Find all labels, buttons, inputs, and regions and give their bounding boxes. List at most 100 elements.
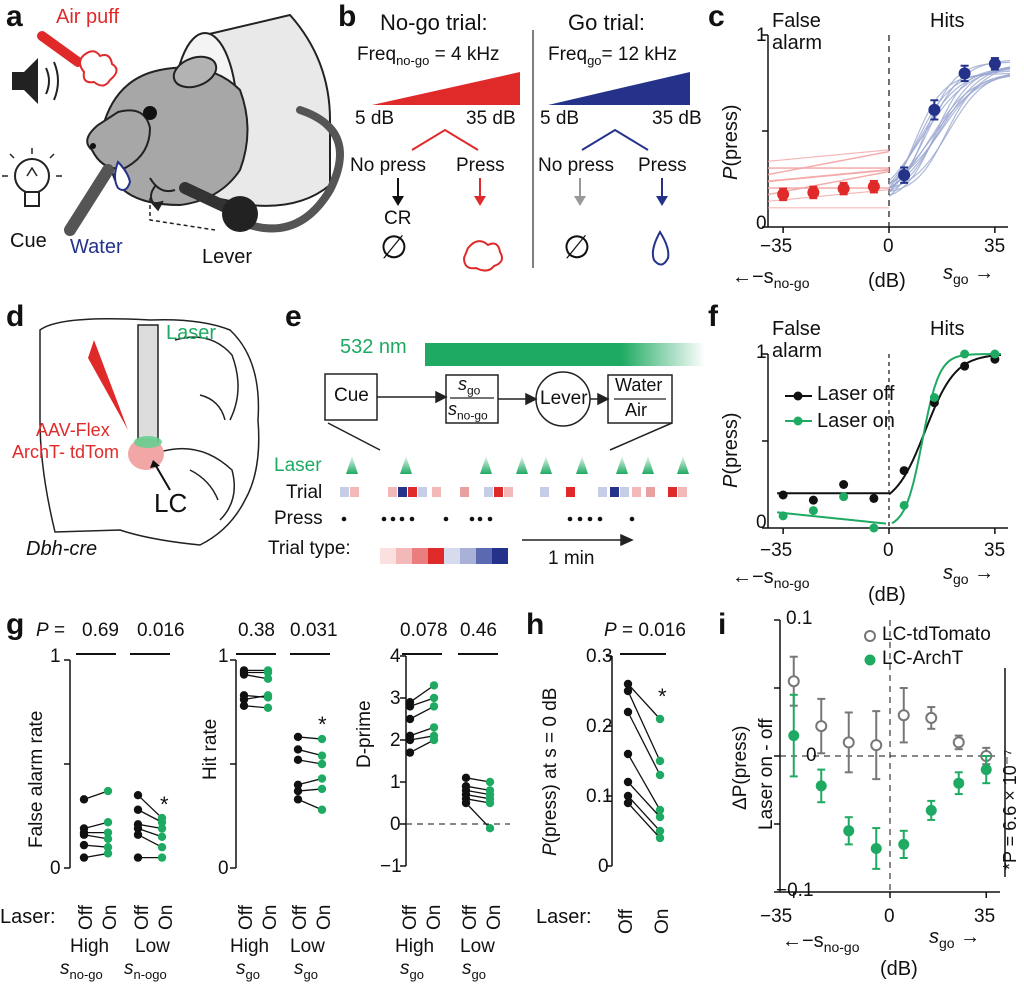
g3-p-low: 0.46 (460, 620, 497, 641)
chart-g3 (400, 653, 510, 867)
null-symbol-go: ∅ (563, 229, 591, 265)
h-point-on (655, 714, 665, 724)
c-xtick-35: 35 (984, 236, 1006, 257)
g1-group-high: High (70, 936, 110, 957)
chart-g1-point-on (103, 828, 113, 837)
chart-g1-point-off (133, 824, 143, 833)
chart-g3-pair-line (409, 684, 435, 703)
press-dot (597, 516, 603, 522)
chart-g3-point-on (429, 723, 439, 732)
water-label: Water (70, 236, 123, 258)
chart-g3-point-on (429, 702, 439, 711)
laser-pulse-icon (540, 456, 552, 474)
g2-var-low: sgo (294, 958, 318, 982)
trial-type-swatch (444, 548, 460, 564)
trial-type-swatch (492, 548, 508, 564)
h-star: * (658, 684, 667, 709)
nogo-db-low: 5 dB (355, 108, 395, 129)
press-dot (341, 516, 347, 522)
f-point (869, 523, 879, 533)
trial-marker (398, 487, 407, 497)
g2-star: * (318, 712, 327, 737)
trial-type-swatch (428, 548, 444, 564)
chart-g1-point-on (103, 834, 113, 844)
e-scale: 1 min (548, 548, 595, 569)
e-cue: Cue (334, 385, 369, 406)
trial-marker (418, 487, 427, 497)
i-xtick-0: 0 (884, 906, 895, 927)
panel-e-graphics (324, 343, 705, 564)
c-false-alarm-1: False (772, 10, 821, 32)
c-xtick-0: 0 (883, 236, 894, 257)
g1-group-low: Low (135, 936, 170, 957)
h-off: Off (616, 909, 637, 934)
panel-label-d: d (6, 300, 25, 333)
trial-type-swatch (396, 548, 412, 564)
laser-pulse-icon (616, 456, 628, 474)
e-water: Water (615, 375, 663, 395)
panel-label-b: b (338, 0, 357, 33)
g2-ytick-0: 0 (218, 858, 229, 879)
i-point-archt (980, 764, 992, 776)
chart-g1-point-on (157, 832, 167, 841)
g1-low-on: On (156, 904, 177, 930)
c-fit-nogo (767, 168, 890, 182)
i-p-annotation: *P = 6.6 × 10⁻⁷ (1000, 749, 1020, 870)
chart-i (774, 619, 1006, 898)
h-pair-line (627, 781, 661, 818)
f-point (899, 500, 909, 510)
c-hits: Hits (930, 10, 965, 32)
chart-g3-point-on (429, 693, 439, 703)
g2-group-low: Low (290, 936, 325, 957)
laser-pulse-icon (642, 456, 654, 474)
go-no-press: No press (538, 155, 615, 176)
i-xlabel-left: ←−sno-go (782, 930, 860, 955)
brain-illustration (39, 318, 260, 546)
c-xtick-m35: −35 (760, 236, 793, 257)
g2-ylabel: Hit rate (200, 718, 221, 780)
chart-g2-point-off (293, 732, 303, 742)
chart-g3-point-off (405, 735, 415, 745)
c-point (898, 169, 911, 182)
chart-g3-point-off (405, 748, 415, 757)
d-lc-label: LC (154, 488, 188, 518)
d-mouse-line: Dbh-cre (26, 538, 98, 560)
chart-g3-point-off (461, 773, 471, 782)
e-row-trial: Trial (286, 482, 323, 503)
f-xtick-m35: −35 (760, 540, 793, 561)
h-laser-label: Laser: (536, 906, 592, 928)
f-legend-on: Laser on (817, 410, 895, 432)
chart-g2-point-on (317, 759, 327, 769)
h-ytick-03: 0.3 (586, 646, 613, 667)
g3-low-on: On (484, 904, 505, 930)
g2-var-high: sgo (236, 958, 260, 982)
chart-g1-point-off (79, 795, 89, 804)
c-fit-go (888, 74, 1011, 193)
i-point-tdtomato (897, 709, 910, 722)
g3-ylabel: D-prime (354, 700, 375, 768)
h-ytick-02: 0.2 (586, 716, 613, 737)
f-point (778, 490, 788, 500)
i-point-archt (953, 777, 965, 789)
press-dot (409, 516, 415, 522)
g2-high-off: Off (236, 905, 257, 930)
chart-g2-point-on (317, 774, 327, 783)
chart-g3-point-on (429, 735, 439, 745)
i-point-tdtomato (952, 736, 965, 749)
chart-g2-pair-line (297, 798, 323, 811)
panel-label-f: f (708, 300, 718, 333)
chart-g2-point-on (263, 691, 273, 700)
i-point-tdtomato (815, 720, 828, 733)
g3-var-low: sgo (462, 958, 486, 982)
chart-g1-point-on (103, 849, 113, 858)
i-xtick-m35: −35 (760, 906, 793, 927)
chart-g1-point-on (157, 853, 167, 862)
trial-marker (484, 487, 493, 497)
chart-g2-point-off (293, 755, 303, 765)
chart-g2-point-off (293, 786, 303, 796)
trial-marker (598, 487, 607, 497)
go-freq: Freqgo= 12 kHz (548, 44, 678, 68)
laser-pulse-icon (576, 456, 588, 474)
e-wavelength: 532 nm (340, 336, 407, 358)
i-point-archt (843, 825, 855, 837)
